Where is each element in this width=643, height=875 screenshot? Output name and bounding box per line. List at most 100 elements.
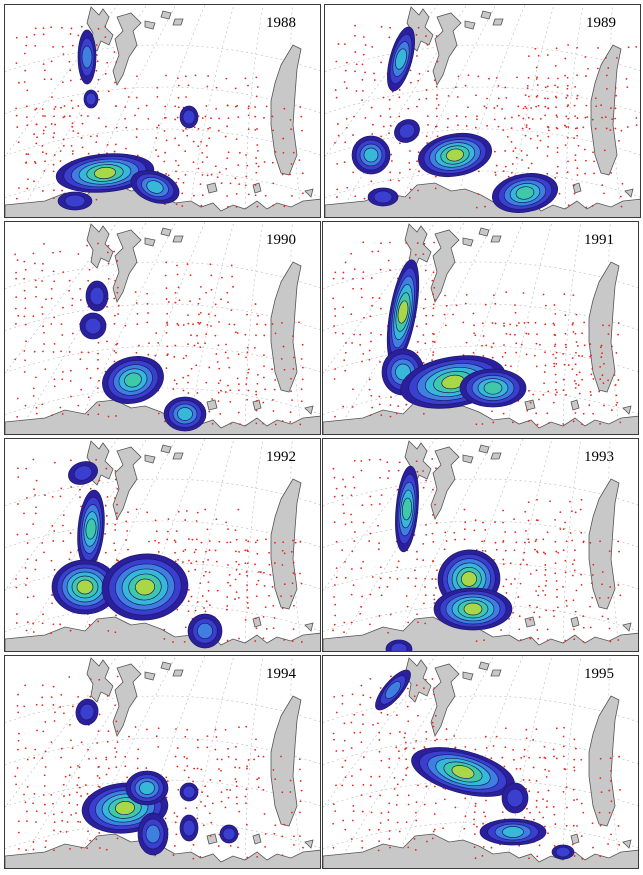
station-dot <box>616 401 619 404</box>
station-dot <box>564 571 567 574</box>
station-dot <box>565 115 568 118</box>
station-dot <box>32 802 35 805</box>
station-dot <box>199 285 202 288</box>
station-dot <box>187 588 190 591</box>
station-dot <box>32 458 35 461</box>
station-dot <box>106 144 109 146</box>
station-dot <box>602 324 604 327</box>
station-dot <box>362 277 364 280</box>
contour-level-4 <box>401 497 413 521</box>
station-dot <box>553 615 555 618</box>
station-dot <box>255 76 258 79</box>
station-dot <box>192 323 194 326</box>
station-dot <box>362 241 365 244</box>
station-dot <box>334 89 337 91</box>
station-dot <box>510 141 513 143</box>
station-dot <box>301 192 304 195</box>
station-dot <box>114 747 116 750</box>
station-dot <box>482 521 484 524</box>
svalbard-land <box>430 663 460 737</box>
station-dot <box>538 398 540 401</box>
station-dot <box>70 99 73 102</box>
station-dot <box>184 127 187 130</box>
station-dot <box>77 820 79 823</box>
map-panel-1992: 1992 <box>4 438 321 652</box>
station-dot <box>566 136 569 139</box>
station-dot <box>554 176 557 179</box>
station-dot <box>201 173 204 176</box>
station-dot <box>229 541 232 544</box>
station-dot <box>335 711 338 714</box>
station-dot <box>269 573 272 576</box>
station-dot <box>53 189 55 192</box>
station-dot <box>626 86 629 89</box>
station-dot <box>44 126 47 128</box>
station-dot <box>237 846 239 849</box>
station-dot <box>554 388 557 391</box>
station-dot <box>196 817 199 820</box>
station-dot <box>289 421 292 423</box>
station-dot <box>501 756 504 759</box>
station-dot <box>206 156 209 158</box>
station-dot <box>502 521 504 524</box>
station-dot <box>567 44 570 46</box>
station-dot <box>334 368 337 370</box>
station-dot <box>208 137 211 140</box>
station-dot <box>515 541 518 544</box>
station-dot <box>246 574 249 577</box>
station-dot <box>154 539 157 542</box>
station-dot <box>204 508 207 511</box>
station-dot <box>481 423 484 425</box>
station-dot <box>497 125 500 128</box>
station-dot <box>527 55 530 58</box>
station-dot <box>379 361 381 363</box>
station-dot <box>527 519 530 522</box>
density-contours <box>385 465 513 651</box>
station-dot <box>33 793 36 795</box>
station-dot <box>196 601 199 603</box>
station-dot <box>95 757 97 760</box>
sampling-stations <box>334 24 638 209</box>
station-dot <box>556 151 559 154</box>
station-dot <box>407 621 410 624</box>
station-dot <box>493 558 495 561</box>
station-dot <box>492 421 495 424</box>
station-dot <box>61 26 63 29</box>
station-dot <box>255 157 257 159</box>
station-dot <box>41 696 44 699</box>
station-dot <box>554 572 557 575</box>
station-dot <box>608 550 611 552</box>
station-dot <box>41 542 44 544</box>
station-dot <box>333 495 336 498</box>
station-dot <box>254 617 257 620</box>
station-dot <box>552 609 555 612</box>
station-dot <box>79 488 81 491</box>
station-dot <box>33 180 35 183</box>
station-dot <box>271 161 274 164</box>
station-dot <box>422 559 425 562</box>
station-dot <box>368 540 371 542</box>
station-dot <box>556 588 558 591</box>
station-dot <box>41 757 44 760</box>
station-dot <box>204 342 207 345</box>
station-dot <box>209 126 211 129</box>
station-dot <box>35 295 37 298</box>
station-dot <box>63 712 65 715</box>
station-dot <box>555 580 558 582</box>
station-dot <box>444 531 447 534</box>
station-dot <box>114 469 117 472</box>
station-dot <box>245 356 247 359</box>
station-dot <box>335 750 338 752</box>
station-dot <box>155 735 158 738</box>
station-dot <box>515 342 518 345</box>
station-dot <box>572 294 575 296</box>
station-dot <box>34 108 37 111</box>
station-dot <box>24 69 27 72</box>
station-dot <box>446 126 449 129</box>
station-dot <box>107 277 110 280</box>
station-dot <box>34 748 37 751</box>
station-dot <box>52 540 55 542</box>
contour-level-5 <box>76 579 94 595</box>
station-dot <box>353 333 356 336</box>
station-dot <box>68 289 71 292</box>
